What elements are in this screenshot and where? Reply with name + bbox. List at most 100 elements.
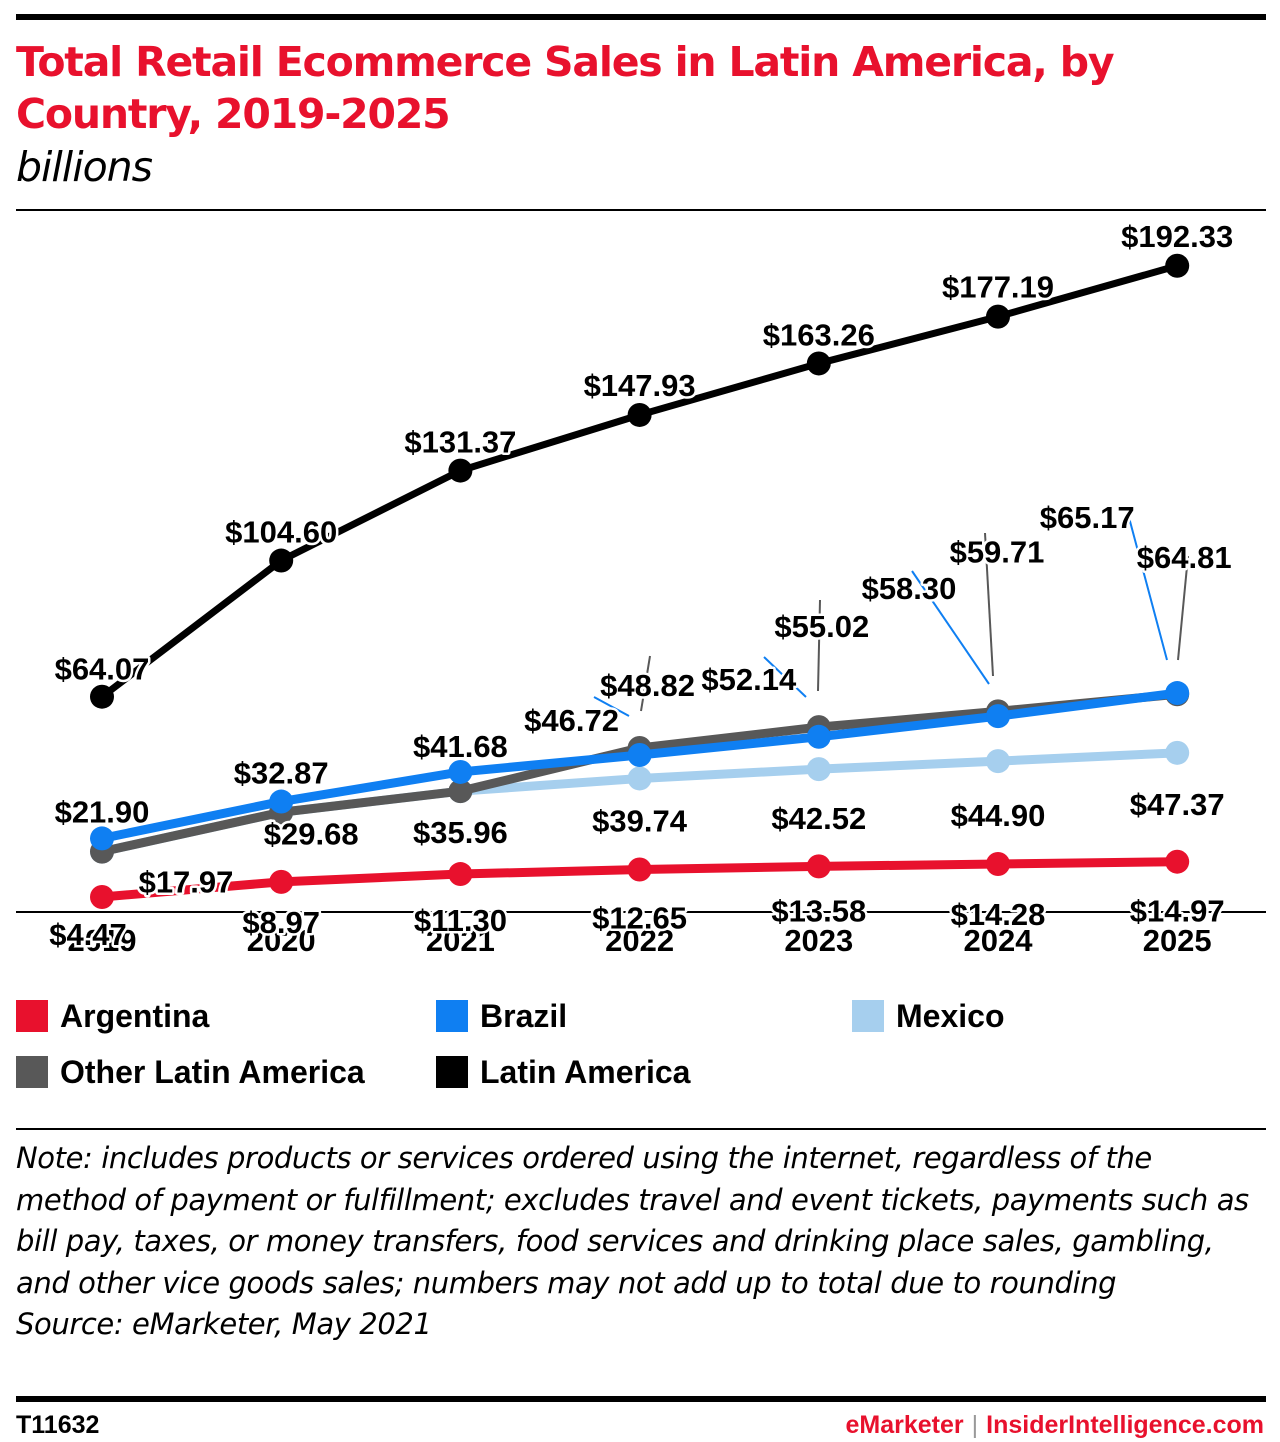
leader-line-brazil [593,696,630,717]
data-point-argentina [90,884,114,909]
data-point-brazil [986,704,1010,729]
leader-line-other-latin-america [1177,555,1189,661]
data-label-brazil: $58.30 [862,571,957,606]
data-point-latin-america [627,402,652,427]
data-label-mexico: $39.74 [592,803,688,838]
x-tick-label: 2019 [68,923,137,958]
leader-line-brazil [763,656,807,698]
brand-emarketer: eMarketer [845,1411,964,1439]
data-label-mexico: $47.37 [1130,787,1225,822]
source-text: Source: eMarketer, May 2021 [16,1307,432,1341]
legend-swatch-argentina [16,1000,48,1032]
note-text: Note: includes products or services orde… [16,1141,1249,1300]
legend-swatch-brazil [436,1000,468,1032]
legend-swatch-mexico [852,1000,884,1032]
data-point-brazil [448,759,473,784]
data-label-mexico: $35.96 [413,815,508,850]
leader-line-other-latin-america [817,599,821,692]
data-point-latin-america [448,458,473,483]
data-label-argentina: $11.30 [414,903,507,938]
data-point-brazil [1165,681,1190,706]
data-label-brazil: $21.90 [55,794,150,829]
data-label-latin-america: $192.33 [1121,219,1233,254]
x-tick-label: 2024 [964,923,1034,958]
series-line-latin-america [98,262,1181,701]
data-label-argentina: $14.28 [951,897,1046,932]
legend-label-argentina: Argentina [60,998,210,1034]
legend-label-brazil: Brazil [480,998,568,1034]
data-label-latin-america: $131.37 [404,425,516,460]
legend-item-mexico: Mexico [852,996,1004,1036]
data-point-brazil [269,789,294,814]
data-label-argentina: $12.65 [592,900,687,935]
x-tick-label: 2021 [426,923,495,958]
data-point-latin-america [269,548,294,573]
data-label-other-latin-america: $48.82 [600,668,695,703]
data-label-other-latin-america: $64.81 [1137,540,1232,575]
data-point-mexico [986,749,1010,774]
leader-line-brazil [1126,509,1168,661]
data-point-argentina [806,854,831,879]
x-tick-label: 2025 [1143,923,1212,958]
legend: Argentina Brazil Mexico Other Latin Amer… [16,990,1266,1100]
chart-id: T11632 [16,1411,100,1439]
data-point-latin-america [90,684,114,709]
footer-brand: eMarketer | InsiderIntelligence.com [846,1408,1265,1442]
chart-subtitle: billions [16,143,153,191]
legend-label-latin-america: Latin America [480,1054,691,1090]
data-label-brazil: $52.14 [701,662,797,697]
data-label-latin-america: $104.60 [225,515,337,550]
data-point-brazil [627,743,652,768]
leader-line-other-latin-america [640,655,651,712]
data-label-mexico: $44.90 [951,798,1046,833]
leader-line-brazil [911,570,990,685]
legend-label-mexico: Mexico [896,998,1005,1034]
data-label-argentina: $4.47 [49,917,127,952]
brand-separator: | [971,1411,979,1439]
bottom-rule [16,1396,1266,1402]
brand-insider-intelligence: InsiderIntelligence.com [986,1411,1264,1439]
data-label-latin-america: $177.19 [942,270,1054,305]
x-tick-label: 2022 [605,923,674,958]
data-point-brazil [90,826,114,851]
legend-item-brazil: Brazil [436,996,567,1036]
data-point-argentina [986,852,1010,877]
data-label-argentina: $13.58 [771,893,866,928]
data-label-latin-america: $147.93 [584,368,696,403]
data-point-latin-america [1165,253,1190,278]
data-label-other-latin-america: $59.71 [950,534,1045,569]
data-point-latin-america [986,304,1010,329]
data-point-mexico [1165,740,1190,765]
leader-line-other-latin-america [984,532,994,677]
data-label-other-latin-america: $55.02 [774,609,869,644]
data-point-latin-america [806,351,831,376]
data-point-mexico [806,757,831,782]
legend-swatch-other-latin-america [16,1056,48,1088]
data-point-argentina [448,862,473,887]
title-divider [16,209,1266,211]
data-label-argentina: $8.97 [242,905,320,940]
legend-item-latin-america: Latin America [436,1052,690,1092]
legend-label-other-latin-america: Other Latin America [60,1054,365,1090]
line-chart: 2019 2020 2021 2022 2023 2024 2025$4.47 $8.97 $1… [16,218,1266,958]
data-label-latin-america: $64.07 [55,652,150,687]
data-label-brazil: $65.17 [1040,500,1135,535]
legend-swatch-latin-america [436,1056,468,1088]
data-label-brazil: $46.72 [524,703,619,738]
chart-note: Note: includes products or services orde… [16,1138,1266,1346]
legend-item-argentina: Argentina [16,996,209,1036]
data-point-mexico [627,766,652,791]
data-point-other-latin-america [448,779,473,804]
chart-title: Total Retail Ecommerce Sales in Latin Am… [16,38,1115,138]
data-label-brazil: $41.68 [413,729,508,764]
x-tick-label: 2023 [784,923,853,958]
data-point-brazil [806,724,831,749]
note-divider [16,1128,1266,1130]
data-label-mexico: $29.68 [264,816,359,851]
data-label-mexico: $17.97 [139,865,234,900]
legend-item-other-latin-america: Other Latin America [16,1052,365,1092]
data-label-brazil: $32.87 [234,756,329,791]
data-point-argentina [627,857,652,882]
data-point-argentina [269,869,294,894]
top-rule [16,14,1266,20]
